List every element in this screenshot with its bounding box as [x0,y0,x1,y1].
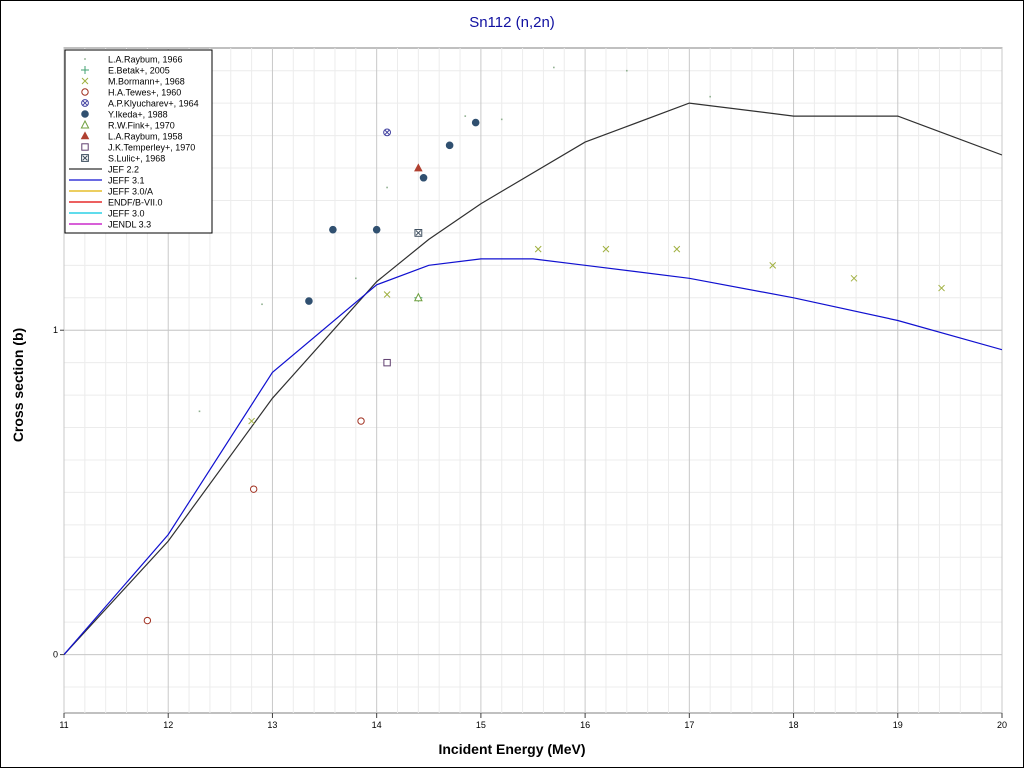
legend-marker [81,143,89,151]
legend-marker [81,88,89,96]
data-point [709,95,711,98]
data-point [261,303,263,306]
x-tick-label: 14 [372,720,382,730]
legend-entry: JEFF 3.1 [69,176,145,186]
legend-entry: JEFF 3.0 [69,209,145,219]
legend-label: ENDF/B-VII.0 [108,198,163,208]
data-points [143,66,945,625]
x-axis-label: Incident Energy (MeV) [438,741,586,757]
data-point [386,186,388,189]
legend-entry: M.Bormann+, 1968 [81,77,185,87]
data-point [383,291,391,298]
legend-entry: H.A.Tewes+, 1960 [81,88,181,98]
legend-entry: JEFF 3.0/A [69,187,153,197]
legend-label: JEF 2.2 [108,165,139,175]
legend-entry: L.A.Raybum, 1958 [80,131,183,142]
x-tick-label: 12 [163,720,173,730]
legend-label: S.Lulic+, 1968 [108,154,165,164]
data-point [419,173,428,182]
data-point [626,69,628,72]
y-tick-label: 0 [53,650,58,660]
legend-label: JENDL 3.3 [108,220,151,230]
legend-entry: L.A.Raybum, 1966 [84,55,183,65]
legend-entry: R.W.Fink+, 1970 [80,119,175,131]
data-point [198,410,201,413]
grid [63,48,1003,713]
legend-marker [84,58,86,60]
legend-marker [81,66,89,74]
plot-border [63,47,1003,714]
legend-label: JEFF 3.0 [108,209,145,219]
series-line [64,258,1002,655]
chart-title: Sn112 (n,2n) [469,14,555,31]
legend-entry: JEF 2.2 [69,165,139,175]
legend-label: L.A.Raybum, 1958 [108,132,183,142]
x-tick-label: 15 [476,720,486,730]
legend-label: Y.Ikeda+, 1988 [108,110,168,120]
legend-label: H.A.Tewes+, 1960 [108,88,181,98]
data-point [329,225,337,234]
data-point [414,229,423,237]
x-tick-label: 20 [997,720,1007,730]
axis-ticks: 11 12 13 14 15 16 17 18 19 20 0 1 [53,325,1007,730]
x-tick-label: 11 [59,720,68,730]
data-point [500,118,503,121]
legend-marker [80,119,90,129]
legend-label: R.W.Fink+, 1970 [108,121,175,131]
model-curves [64,102,1002,656]
data-point [553,66,555,69]
y-tick-label: 1 [53,325,58,335]
legend-entry: J.K.Temperley+, 1970 [81,143,195,153]
data-point [534,245,542,253]
data-point [248,417,255,425]
legend-marker [81,99,89,107]
data-point [850,274,858,282]
legend-label: J.K.Temperley+, 1970 [108,143,195,153]
legend-entry: S.Lulic+, 1968 [81,154,165,164]
series-line [64,102,1002,656]
legend-marker [81,154,89,162]
legend-entry: E.Betak+, 2005 [81,66,170,76]
legend-entry: ENDF/B-VII.0 [69,198,163,208]
legend-label: A.P.Klyucharev+, 1964 [108,99,199,109]
legend-entry: JENDL 3.3 [69,220,151,230]
legend-marker [80,131,90,140]
legend-entry: Y.Ikeda+, 1988 [81,110,168,120]
legend-label: E.Betak+, 2005 [108,66,170,76]
data-point [383,128,391,137]
data-point [305,297,313,305]
data-point [445,141,454,150]
x-tick-label: 13 [267,720,277,730]
data-point [471,118,480,127]
data-point [769,261,777,269]
legend-label: M.Bormann+, 1968 [108,77,185,87]
x-tick-label: 17 [684,720,694,730]
data-point [413,292,423,302]
legend-label: L.A.Raybum, 1966 [108,55,183,65]
legend-entry: A.P.Klyucharev+, 1964 [81,99,199,109]
data-point [357,417,365,425]
legend-label: JEFF 3.0/A [108,187,153,197]
legend-marker [81,110,89,118]
data-point [464,115,467,117]
data-point [383,358,391,367]
x-tick-label: 16 [580,720,590,730]
legend-label: JEFF 3.1 [108,176,145,186]
data-point [414,163,423,172]
x-tick-label: 18 [789,720,799,730]
data-point [602,245,610,253]
data-point [249,485,258,493]
data-point [372,225,381,234]
x-tick-label: 19 [893,720,903,730]
data-point [143,616,152,625]
data-point [673,245,681,253]
legend-marker [81,77,89,85]
data-point [355,277,357,280]
data-point [938,284,945,292]
